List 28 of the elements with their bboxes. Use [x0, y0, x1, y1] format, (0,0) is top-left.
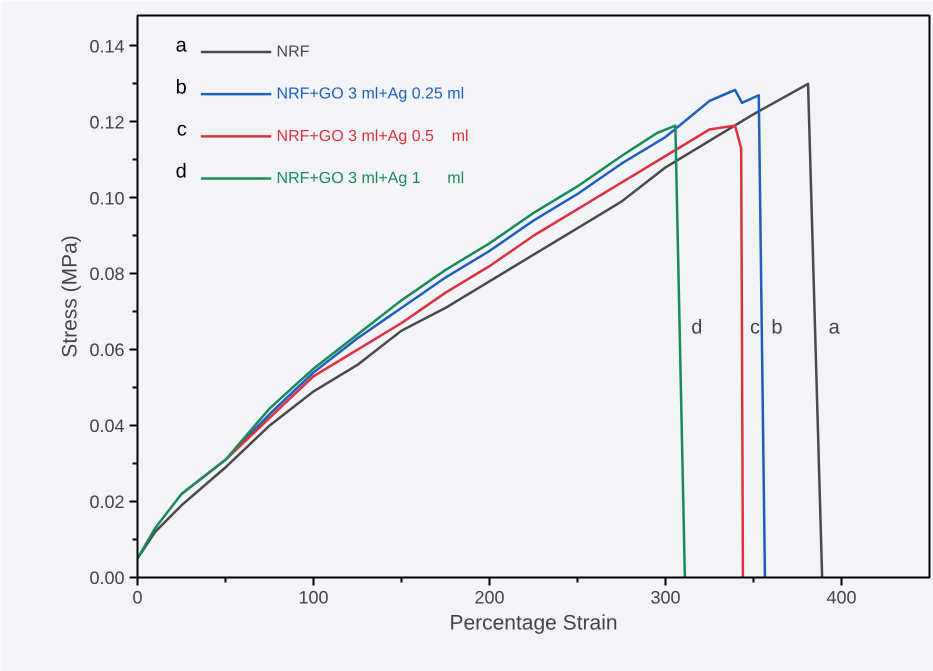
x-tick-label: 200: [474, 588, 505, 608]
y-tick-label: 0.14: [89, 36, 125, 56]
annotation: a: [176, 34, 188, 56]
legend-label: NRF+GO 3 ml+Ag 1 ml: [276, 170, 464, 187]
legend-label: NRF+GO 3 ml+Ag 0.25 ml: [276, 86, 464, 103]
y-tick-label: 0.04: [89, 416, 125, 436]
y-tick-label: 0.10: [89, 188, 125, 208]
x-axis-title: Percentage Strain: [449, 612, 618, 634]
y-tick-label: 0.06: [89, 340, 125, 360]
x-tick-label: 400: [826, 588, 857, 608]
y-axis-title: Stress (MPa): [58, 235, 82, 358]
annotation: d: [691, 316, 702, 338]
legend-label: NRF+GO 3 ml+Ag 0.5 ml: [276, 128, 469, 145]
legend-label: NRF: [276, 44, 310, 61]
annotation: b: [771, 316, 783, 338]
x-tick-label: 300: [650, 588, 681, 608]
annotation: d: [176, 160, 187, 183]
annotation: c: [176, 118, 187, 141]
y-tick-label: 0.08: [89, 264, 125, 284]
y-tick-label: 0.12: [89, 112, 125, 132]
x-tick-label: 0: [132, 588, 143, 608]
line-series: [138, 124, 686, 578]
y-tick-label: 0.02: [89, 492, 125, 512]
x-tick-label: 100: [298, 588, 329, 608]
annotation: c: [750, 316, 760, 338]
annotation: a: [828, 316, 841, 338]
annotation: b: [176, 76, 187, 98]
y-tick-label: 0.00: [89, 568, 125, 588]
